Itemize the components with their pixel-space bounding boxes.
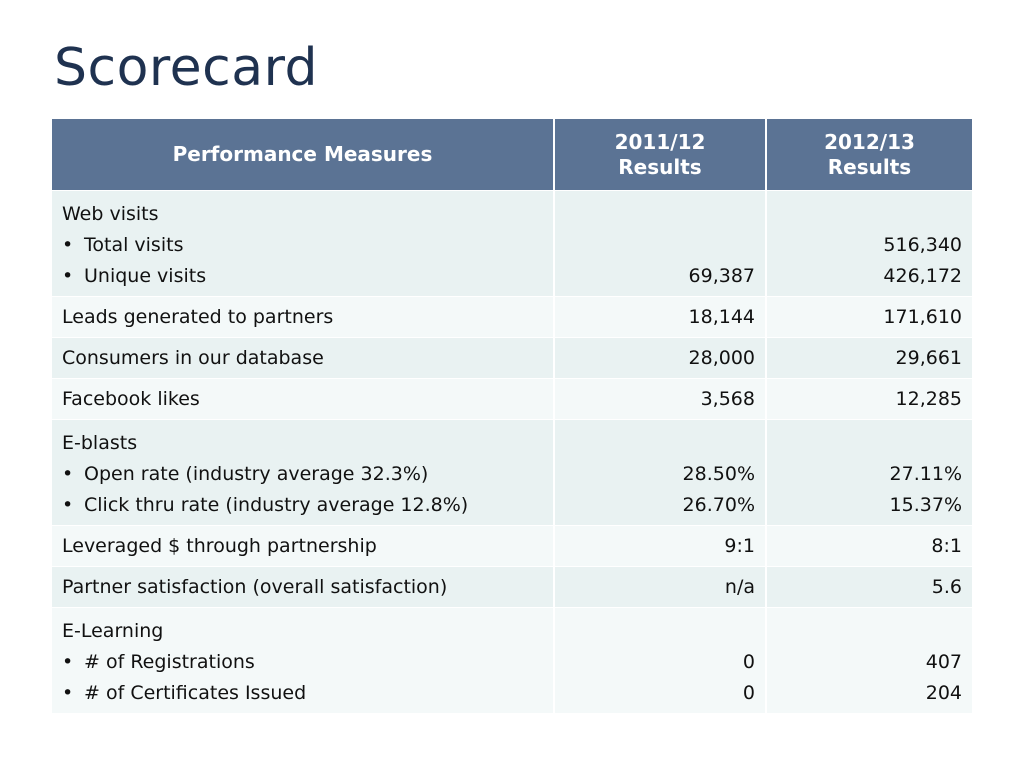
sub-measure-label: Unique visits [84,265,207,287]
table-row-consumers: Consumers in our database 28,000 29,661 [52,337,972,379]
value-2011-12: 69,387 [554,190,767,297]
value [565,230,755,261]
sub-measure: • Unique visits [62,261,543,292]
sub-measure: • # of Registrations [62,647,543,678]
value-2012-13: 516,340 426,172 [766,190,972,297]
measure-label: Leveraged $ through partnership [52,525,555,567]
bullet-icon: • [62,494,74,516]
value: 28.50% [682,463,755,485]
header-2011-12-label: Results [618,154,702,179]
page-title: Scorecard [54,38,319,98]
table-row-leveraged: Leveraged $ through partnership 9:1 8:1 [52,525,972,567]
value-2012-13: 12,285 [766,378,972,420]
value: 407 [925,651,962,673]
value-2011-12: 28.50% 26.70% [554,419,767,526]
sub-measure-label: Total visits [84,234,184,256]
header-2012-13-year: 2012/13 [824,129,915,154]
table-header-row: Performance Measures 2011/12 Results 201… [52,119,972,191]
value-2011-12: 9:1 [554,525,767,567]
value-2012-13: 29,661 [766,337,972,379]
header-performance-measures: Performance Measures [52,119,555,191]
value: 204 [925,682,962,704]
bullet-icon: • [62,234,74,256]
table-row-facebook: Facebook likes 3,568 12,285 [52,378,972,420]
value-2012-13: 5.6 [766,566,972,608]
value-2012-13: 171,610 [766,296,972,338]
measure-label: E-Learning [62,620,164,642]
value-2011-12: 0 0 [554,607,767,713]
value: 15.37% [889,494,962,516]
value: 0 [742,682,755,704]
sub-measure: • Click thru rate (industry average 12.8%… [62,490,543,521]
bullet-icon: • [62,682,74,704]
measure-label: Web visits [62,203,159,225]
scorecard-table: Performance Measures 2011/12 Results 201… [52,119,972,713]
value-2011-12: 18,144 [554,296,767,338]
table-row-web-visits: Web visits • Total visits • Unique visits … [52,190,972,297]
value: 426,172 [883,265,962,287]
header-2012-13-label: Results [827,154,912,179]
sub-measure-label: # of Registrations [84,651,255,673]
value-2011-12: 28,000 [554,337,767,379]
measure-cell: E-blasts • Open rate (industry average 32… [52,419,555,526]
measure-label: Leads generated to partners [52,296,555,338]
value: 27.11% [889,463,962,485]
value: 516,340 [883,234,962,256]
header-2011-12-year: 2011/12 [614,129,706,154]
sub-measure: • Open rate (industry average 32.3%) [62,459,543,490]
value: 26.70% [682,494,755,516]
sub-measure-label: Open rate (industry average 32.3%) [84,463,429,485]
table-row-partner-satisfaction: Partner satisfaction (overall satisfacti… [52,566,972,608]
measure-label: E-blasts [62,432,138,454]
value-2012-13: 407 204 [766,607,972,713]
table-row-e-learning: E-Learning • # of Registrations • # of Cer… [52,607,972,713]
table-row-e-blasts: E-blasts • Open rate (industry average 32… [52,419,972,526]
sub-measure: • Total visits [62,230,543,261]
value: 0 [742,651,755,673]
measure-label: Partner satisfaction (overall satisfacti… [52,566,555,608]
sub-measure-label: # of Certificates Issued [84,682,307,704]
sub-measure-label: Click thru rate (industry average 12.8%) [84,494,469,516]
measure-label: Facebook likes [52,378,555,420]
bullet-icon: • [62,265,74,287]
value-2011-12: 3,568 [554,378,767,420]
measure-cell: Web visits • Total visits • Unique visits [52,190,555,297]
value: 69,387 [688,265,755,287]
bullet-icon: • [62,651,74,673]
measure-cell: E-Learning • # of Registrations • # of Cer… [52,607,555,713]
value-2012-13: 8:1 [766,525,972,567]
value-2011-12: n/a [554,566,767,608]
bullet-icon: • [62,463,74,485]
sub-measure: • # of Certificates Issued [62,678,543,709]
measure-label: Consumers in our database [52,337,555,379]
table-row-leads: Leads generated to partners 18,144 171,6… [52,296,972,338]
header-2011-12-results: 2011/12 Results [554,119,767,191]
value-2012-13: 27.11% 15.37% [766,419,972,526]
header-2012-13-results: 2012/13 Results [766,119,972,191]
